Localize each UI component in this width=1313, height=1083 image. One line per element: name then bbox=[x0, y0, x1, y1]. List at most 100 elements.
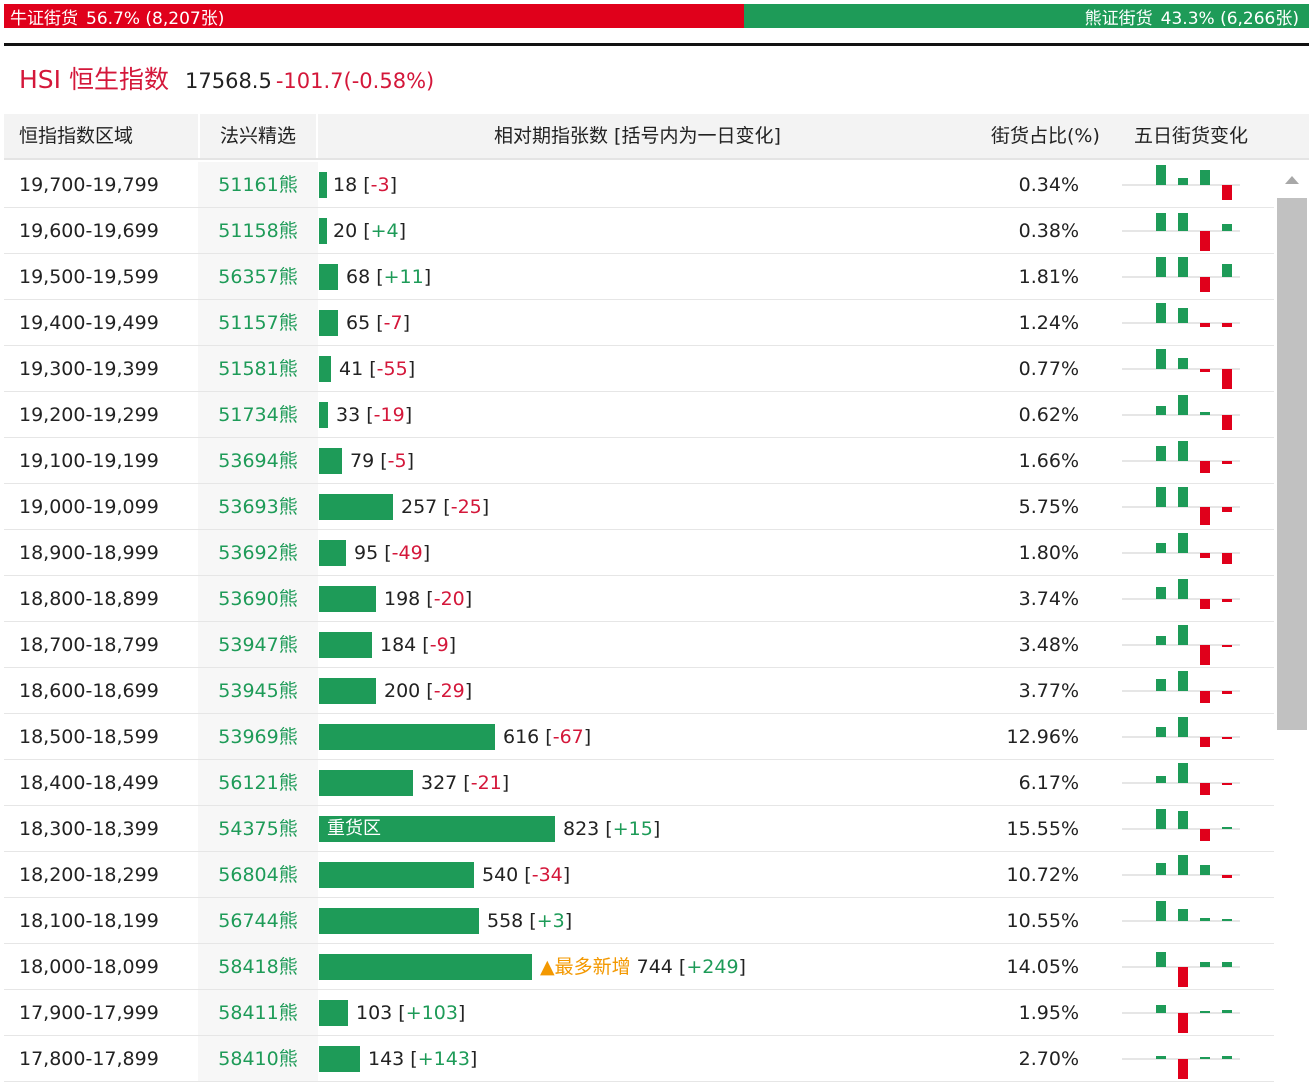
share-cell: 10.72% bbox=[1006, 864, 1079, 886]
warrant-link[interactable]: 53692熊 bbox=[198, 530, 318, 575]
header-five-day: 五日街货变化 bbox=[1134, 125, 1249, 147]
count-value: 558 bbox=[487, 910, 524, 932]
mini-chart-bar bbox=[1200, 599, 1210, 609]
mini-chart-bar bbox=[1222, 1056, 1232, 1059]
mini-chart-bar bbox=[1156, 587, 1166, 599]
mini-chart-bar bbox=[1178, 671, 1188, 691]
index-value: 17568.5 bbox=[185, 69, 272, 93]
warrant-link[interactable]: 53945熊 bbox=[198, 668, 318, 713]
table-row[interactable]: 18,200-18,299 56804熊 540 [-34] 10.72% bbox=[4, 852, 1274, 898]
table-row[interactable]: 18,900-18,999 53692熊 95 [-49] 1.80% bbox=[4, 530, 1274, 576]
warrant-link[interactable]: 58418熊 bbox=[198, 944, 318, 989]
most-added-flag: ▲最多新增 bbox=[540, 956, 631, 978]
range-cell: 18,500-18,599 bbox=[19, 726, 159, 748]
mini-chart-bar bbox=[1222, 553, 1232, 564]
mini-chart-bar bbox=[1200, 231, 1210, 251]
warrant-link[interactable]: 58411熊 bbox=[198, 990, 318, 1035]
warrant-link[interactable]: 51157熊 bbox=[198, 300, 318, 345]
warrant-link[interactable]: 51581熊 bbox=[198, 346, 318, 391]
range-cell: 17,900-17,999 bbox=[19, 1002, 159, 1024]
range-cell: 19,300-19,399 bbox=[19, 358, 159, 380]
index-name[interactable]: HSI 恒生指数 bbox=[19, 65, 169, 94]
table-row[interactable]: 17,900-17,999 58411熊 103 [+103] 1.95% bbox=[4, 990, 1274, 1036]
five-day-mini-chart bbox=[1122, 763, 1240, 795]
count-value: 65 bbox=[346, 312, 371, 334]
header-share: 街货占比(%) bbox=[991, 125, 1100, 147]
table-row[interactable]: 19,600-19,699 51158熊 20 [+4] 0.38% bbox=[4, 208, 1274, 254]
warrant-link[interactable]: 56121熊 bbox=[198, 760, 318, 805]
five-day-mini-chart bbox=[1122, 855, 1240, 878]
mini-chart-bar bbox=[1222, 827, 1232, 829]
warrant-link[interactable]: 51734熊 bbox=[198, 392, 318, 437]
mini-chart-bar bbox=[1178, 395, 1188, 415]
range-cell: 19,100-19,199 bbox=[19, 450, 159, 472]
mini-chart-bar bbox=[1178, 811, 1188, 829]
table-header: 恒指指数区域 法兴精选 相对期指张数 [括号内为一日变化] 街货占比(%) 五日… bbox=[4, 114, 1309, 160]
warrant-link[interactable]: 53690熊 bbox=[198, 576, 318, 621]
count-bar bbox=[319, 1000, 348, 1026]
table-row[interactable]: 18,100-18,199 56744熊 558 [+3] 10.55% bbox=[4, 898, 1274, 944]
warrant-link[interactable]: 51158熊 bbox=[198, 208, 318, 253]
count-value: 184 bbox=[380, 634, 417, 656]
warrant-link[interactable]: 56744熊 bbox=[198, 898, 318, 943]
warrant-link[interactable]: 58410熊 bbox=[198, 1036, 318, 1081]
warrant-link[interactable]: 53947熊 bbox=[198, 622, 318, 667]
five-day-mini-chart bbox=[1122, 901, 1240, 922]
warrant-link[interactable]: 56357熊 bbox=[198, 254, 318, 299]
table-row[interactable]: 17,800-17,899 58410熊 143 [+143] 2.70% bbox=[4, 1036, 1274, 1082]
mini-chart-bar bbox=[1178, 441, 1188, 461]
table-row[interactable]: 19,000-19,099 53693熊 257 [-25] 5.75% bbox=[4, 484, 1274, 530]
table-row[interactable]: 18,800-18,899 53690熊 198 [-20] 3.74% bbox=[4, 576, 1274, 622]
five-day-mini-chart bbox=[1122, 579, 1240, 609]
table-row[interactable]: 18,400-18,499 56121熊 327 [-21] 6.17% bbox=[4, 760, 1274, 806]
daily-change: -29 bbox=[433, 680, 465, 702]
five-day-mini-chart bbox=[1122, 952, 1240, 987]
daily-change: +11 bbox=[383, 266, 424, 288]
scroll-up-arrow-icon[interactable] bbox=[1285, 176, 1299, 184]
count-text: 198 [-20] bbox=[384, 588, 473, 610]
count-value: 143 bbox=[368, 1048, 405, 1070]
range-cell: 18,900-18,999 bbox=[19, 542, 159, 564]
daily-change: +3 bbox=[536, 910, 565, 932]
warrant-link[interactable]: 54375熊 bbox=[198, 806, 318, 851]
table-row[interactable]: 19,300-19,399 51581熊 41 [-55] 0.77% bbox=[4, 346, 1274, 392]
range-cell: 18,000-18,099 bbox=[19, 956, 159, 978]
count-text: 95 [-49] bbox=[354, 542, 431, 564]
count-bar: 重货区 bbox=[319, 816, 555, 842]
daily-change: +15 bbox=[612, 818, 653, 840]
mini-chart-bar bbox=[1156, 1056, 1166, 1059]
table-row[interactable]: 19,200-19,299 51734熊 33 [-19] 0.62% bbox=[4, 392, 1274, 438]
header-count: 相对期指张数 [括号内为一日变化] bbox=[494, 125, 781, 147]
daily-change: +143 bbox=[417, 1048, 470, 1070]
mini-chart-bar bbox=[1178, 358, 1188, 369]
section-divider bbox=[4, 43, 1309, 46]
mini-chart-bar bbox=[1222, 369, 1232, 389]
table-row[interactable]: 18,000-18,099 58418熊 ▲最多新增 744 [+249] 14.05% bbox=[4, 944, 1274, 990]
mini-chart-bar bbox=[1200, 918, 1210, 921]
count-bar bbox=[319, 310, 338, 336]
warrant-link[interactable]: 53694熊 bbox=[198, 438, 318, 483]
table-row[interactable]: 19,500-19,599 56357熊 68 [+11] 1.81% bbox=[4, 254, 1274, 300]
warrant-link[interactable]: 51161熊 bbox=[198, 162, 318, 207]
table-row[interactable]: 19,100-19,199 53694熊 79 [-5] 1.66% bbox=[4, 438, 1274, 484]
share-cell: 12.96% bbox=[1006, 726, 1079, 748]
table-row[interactable]: 18,700-18,799 53947熊 184 [-9] 3.48% bbox=[4, 622, 1274, 668]
count-bar bbox=[319, 540, 346, 566]
warrant-link[interactable]: 53969熊 bbox=[198, 714, 318, 759]
table-row[interactable]: 19,700-19,799 51161熊 18 [-3] 0.34% bbox=[4, 162, 1274, 208]
mini-chart-bar bbox=[1200, 369, 1210, 372]
table-row[interactable]: 18,600-18,699 53945熊 200 [-29] 3.77% bbox=[4, 668, 1274, 714]
warrant-link[interactable]: 53693熊 bbox=[198, 484, 318, 529]
count-text: 540 [-34] bbox=[482, 864, 571, 886]
warrant-link[interactable]: 56804熊 bbox=[198, 852, 318, 897]
mini-chart-bar bbox=[1156, 952, 1166, 967]
count-value: 68 bbox=[346, 266, 371, 288]
mini-chart-bar bbox=[1222, 415, 1232, 430]
scrollbar-thumb[interactable] bbox=[1277, 198, 1307, 730]
mini-chart-bar bbox=[1200, 1011, 1210, 1013]
table-row[interactable]: 19,400-19,499 51157熊 65 [-7] 1.24% bbox=[4, 300, 1274, 346]
table-row[interactable]: 18,500-18,599 53969熊 616 [-67] 12.96% bbox=[4, 714, 1274, 760]
scrollbar[interactable] bbox=[1277, 168, 1307, 1083]
mini-chart-bar bbox=[1200, 645, 1210, 665]
table-row[interactable]: 18,300-18,399 54375熊 重货区 823 [+15] 15.55% bbox=[4, 806, 1274, 852]
